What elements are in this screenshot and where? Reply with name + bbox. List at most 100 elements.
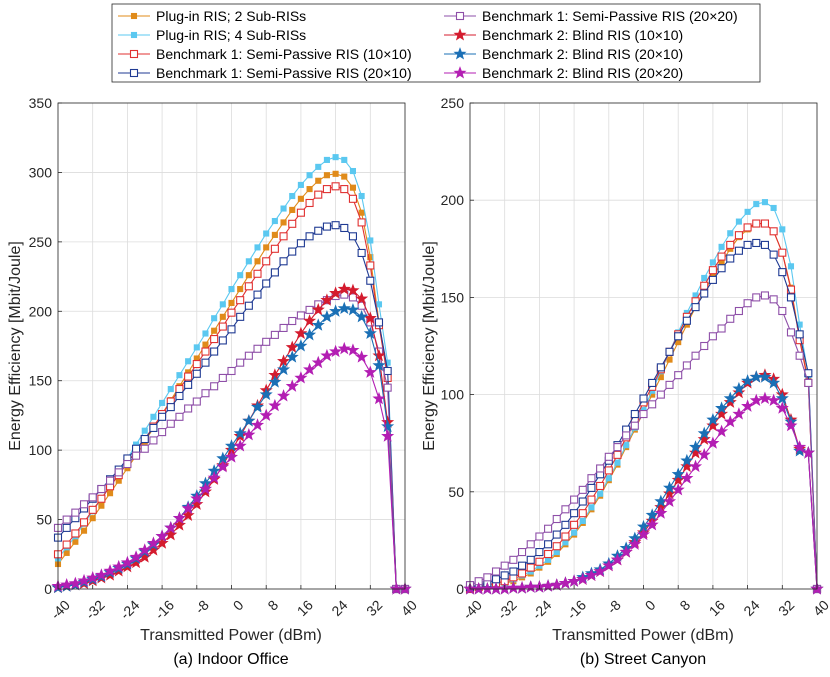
data-point-benchmark-1-semi-passive-ris-20-20 (79, 500, 89, 509)
data-point-benchmark-2-blind-ris-20-20 (610, 552, 624, 566)
data-point-benchmark-1-semi-passive-ris-10-10 (71, 529, 80, 538)
data-point-benchmark-1-semi-passive-ris-20-10 (210, 347, 219, 356)
legend-item-benchmark-1-semi-passive-ris-10-10: Benchmark 1: Semi-Passive RIS (10×10) (118, 46, 412, 62)
data-point-benchmark-1-semi-passive-ris-20-10 (778, 268, 787, 277)
data-point-plug-in-ris-4-sub-riss (332, 154, 339, 161)
data-point-benchmark-2-blind-ris-20-20 (129, 550, 143, 563)
data-point-benchmark-2-blind-ris-10-10 (732, 385, 746, 399)
data-point-benchmark-1-semi-passive-ris-20-10 (270, 268, 279, 277)
data-point-plug-in-ris-2-sub-riss (271, 231, 278, 238)
data-point-plug-in-ris-2-sub-riss (254, 258, 261, 265)
data-point-benchmark-1-semi-passive-ris-10-10 (357, 218, 366, 227)
data-point-benchmark-1-semi-passive-ris-10-10 (734, 231, 743, 240)
data-point-benchmark-1-semi-passive-ris-20-20 (270, 330, 279, 339)
data-point-plug-in-ris-4-sub-riss (753, 201, 760, 208)
y-tick-label-street-canyon: 50 (448, 484, 464, 500)
data-point-benchmark-2-blind-ris-10-10 (715, 407, 729, 420)
data-point-plug-in-ris-4-sub-riss (237, 272, 244, 279)
data-point-benchmark-2-blind-ris-20-20 (680, 471, 694, 484)
data-point-benchmark-1-semi-passive-ris-10-10 (210, 335, 219, 344)
data-point-benchmark-2-blind-ris-20-20 (706, 436, 720, 449)
data-point-benchmark-1-semi-passive-ris-20-10 (726, 254, 735, 263)
data-point-benchmark-1-semi-passive-ris-20-10 (331, 221, 340, 230)
x-tick-label-indoor-office: 8 (264, 597, 281, 614)
data-point-benchmark-1-semi-passive-ris-20-20 (544, 524, 553, 533)
data-point-benchmark-1-semi-passive-ris-10-10 (708, 266, 717, 275)
y-tick-label-indoor-office: 0 (44, 581, 52, 597)
data-point-benchmark-2-blind-ris-20-10 (320, 309, 334, 323)
legend-item-benchmark-1-semi-passive-ris-20-20: Benchmark 1: Semi-Passive RIS (20×20) (444, 8, 738, 24)
x-tick-label-street-canyon: -32 (494, 597, 520, 623)
data-point-benchmark-2-blind-ris-20-20 (602, 558, 616, 572)
data-point-benchmark-1-semi-passive-ris-10-10 (366, 261, 375, 270)
data-point-plug-in-ris-4-sub-riss (779, 226, 786, 233)
data-point-benchmark-1-semi-passive-ris-20-20 (383, 383, 392, 392)
data-point-benchmark-1-semi-passive-ris-20-20 (760, 291, 770, 300)
data-point-benchmark-1-semi-passive-ris-20-20 (570, 495, 579, 504)
data-point-benchmark-1-semi-passive-ris-20-10 (288, 247, 297, 256)
data-point-plug-in-ris-4-sub-riss (545, 556, 552, 563)
data-point-benchmark-1-semi-passive-ris-20-10 (218, 336, 227, 345)
data-point-benchmark-1-semi-passive-ris-20-10 (227, 325, 236, 334)
x-tick-label-indoor-office: 32 (363, 597, 385, 619)
data-point-plug-in-ris-4-sub-riss (709, 259, 716, 266)
data-point-benchmark-2-blind-ris-20-20 (138, 543, 152, 556)
data-point-plug-in-ris-4-sub-riss (245, 258, 252, 265)
data-point-benchmark-2-blind-ris-20-10 (251, 400, 265, 413)
data-point-benchmark-2-blind-ris-20-20 (303, 362, 317, 376)
y-axis-label-street-canyon: Energy Efficiency [Mbit/Joule] (421, 241, 438, 451)
data-point-benchmark-2-blind-ris-20-20 (775, 401, 789, 414)
data-point-plug-in-ris-4-sub-riss (701, 274, 708, 282)
data-point-benchmark-1-semi-passive-ris-20-10 (752, 238, 761, 248)
data-point-benchmark-1-semi-passive-ris-20-20 (648, 400, 657, 409)
data-point-benchmark-1-semi-passive-ris-20-20 (700, 341, 709, 351)
data-point-plug-in-ris-4-sub-riss (605, 475, 612, 482)
data-point-benchmark-1-semi-passive-ris-20-20 (192, 397, 201, 406)
data-point-benchmark-1-semi-passive-ris-10-10 (613, 450, 622, 459)
data-point-benchmark-2-blind-ris-20-20 (363, 365, 377, 378)
data-point-benchmark-2-blind-ris-20-20 (628, 537, 642, 550)
x-tick-label-street-canyon: -8 (604, 597, 624, 617)
legend-marker-benchmark-2-blind-ris-20-10 (453, 47, 467, 60)
data-point-benchmark-1-semi-passive-ris-10-10 (322, 185, 331, 194)
data-point-benchmark-1-semi-passive-ris-20-20 (639, 409, 648, 419)
legend-marker-benchmark-1-semi-passive-ris-20-20 (455, 11, 465, 21)
data-point-benchmark-1-semi-passive-ris-20-20 (279, 323, 288, 333)
y-tick-label-indoor-office: 200 (29, 303, 53, 319)
data-point-plug-in-ris-4-sub-riss (349, 167, 357, 175)
data-point-benchmark-1-semi-passive-ris-20-20 (132, 451, 141, 460)
data-point-benchmark-1-semi-passive-ris-20-20 (97, 484, 106, 494)
data-point-benchmark-1-semi-passive-ris-20-10 (201, 358, 210, 367)
data-point-benchmark-1-semi-passive-ris-10-10 (604, 466, 613, 475)
data-point-benchmark-1-semi-passive-ris-20-20 (244, 351, 253, 360)
data-point-benchmark-1-semi-passive-ris-20-10 (500, 571, 509, 580)
data-point-plug-in-ris-2-sub-riss (98, 502, 105, 509)
data-point-benchmark-1-semi-passive-ris-20-20 (166, 419, 175, 428)
data-point-benchmark-1-semi-passive-ris-20-10 (708, 275, 717, 284)
data-point-benchmark-1-semi-passive-ris-10-10 (236, 296, 245, 305)
data-point-benchmark-2-blind-ris-10-10 (372, 348, 386, 362)
data-point-benchmark-2-blind-ris-20-20 (277, 389, 291, 402)
data-point-benchmark-1-semi-passive-ris-20-10 (62, 523, 71, 532)
data-point-plug-in-ris-2-sub-riss (202, 341, 209, 348)
data-point-benchmark-1-semi-passive-ris-10-10 (769, 227, 778, 236)
data-point-benchmark-1-semi-passive-ris-20-20 (804, 378, 813, 387)
data-point-plug-in-ris-4-sub-riss (718, 243, 725, 250)
caption-street-canyon: (b) Street Canyon (580, 651, 706, 668)
data-point-benchmark-2-blind-ris-20-20 (112, 559, 126, 573)
data-point-benchmark-2-blind-ris-20-10 (355, 309, 369, 323)
data-point-plug-in-ris-4-sub-riss (553, 549, 560, 556)
legend-marker-plug-in-ris-2-sub-riss (130, 12, 138, 20)
data-point-benchmark-2-blind-ris-20-20 (567, 574, 581, 587)
data-point-benchmark-1-semi-passive-ris-10-10 (778, 248, 787, 257)
data-point-benchmark-1-semi-passive-ris-10-10 (331, 182, 340, 191)
data-point-benchmark-1-semi-passive-ris-20-10 (639, 394, 648, 403)
x-tick-label-street-canyon: -40 (459, 597, 485, 623)
data-point-benchmark-2-blind-ris-20-10 (715, 401, 729, 414)
x-tick-label-indoor-office: 0 (230, 597, 247, 614)
data-point-plug-in-ris-2-sub-riss (306, 186, 313, 193)
data-point-plug-in-ris-4-sub-riss (358, 192, 365, 200)
data-point-plug-in-ris-4-sub-riss (193, 344, 200, 351)
data-point-benchmark-2-blind-ris-20-20 (558, 576, 572, 589)
data-point-benchmark-1-semi-passive-ris-10-10 (175, 384, 184, 394)
